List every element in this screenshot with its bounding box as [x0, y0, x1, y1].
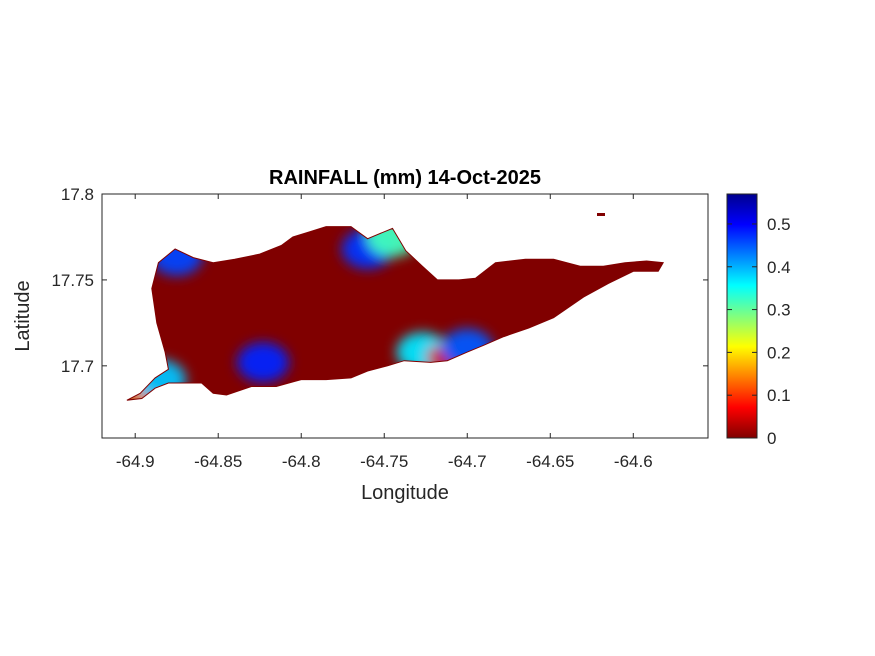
x-tick-label: -64.65 — [526, 452, 574, 471]
colorbar — [726, 193, 758, 439]
y-axis: 17.7 17.75 17.8 — [51, 185, 708, 376]
x-tick-label: -64.75 — [360, 452, 408, 471]
x-axis-label: Longitude — [361, 482, 449, 504]
y-axis-label: Latitude — [12, 280, 34, 351]
x-tick-label: -64.8 — [282, 452, 321, 471]
chart-title: RAINFALL (mm) 14-Oct-2025 — [269, 167, 541, 189]
colorbar-tick-label: 0.1 — [767, 386, 791, 405]
y-tick-label: 17.7 — [61, 357, 94, 376]
rainfall-hotspot — [237, 342, 289, 383]
y-tick-label: 17.8 — [61, 185, 94, 204]
colorbar-tick-label: 0.5 — [767, 215, 791, 234]
colorbar-tick-label: 0 — [767, 429, 776, 448]
y-tick-label: 17.75 — [51, 271, 94, 290]
x-tick-label: -64.9 — [116, 452, 155, 471]
x-tick-label: -64.7 — [448, 452, 487, 471]
colorbar-tick-label: 0.4 — [767, 258, 791, 277]
island-outline — [126, 226, 665, 401]
x-tick-label: -64.85 — [194, 452, 242, 471]
colorbar-tick-label: 0.3 — [767, 301, 791, 320]
colorbar-tick-label: 0.2 — [767, 343, 791, 362]
colorbar-ticks: 0 0.1 0.2 0.3 0.4 0.5 — [727, 215, 791, 448]
x-tick-label: -64.6 — [614, 452, 653, 471]
x-axis: -64.9 -64.85 -64.8 -64.75 -64.7 -64.65 -64.6 — [116, 194, 653, 471]
islet-marker — [597, 213, 605, 216]
